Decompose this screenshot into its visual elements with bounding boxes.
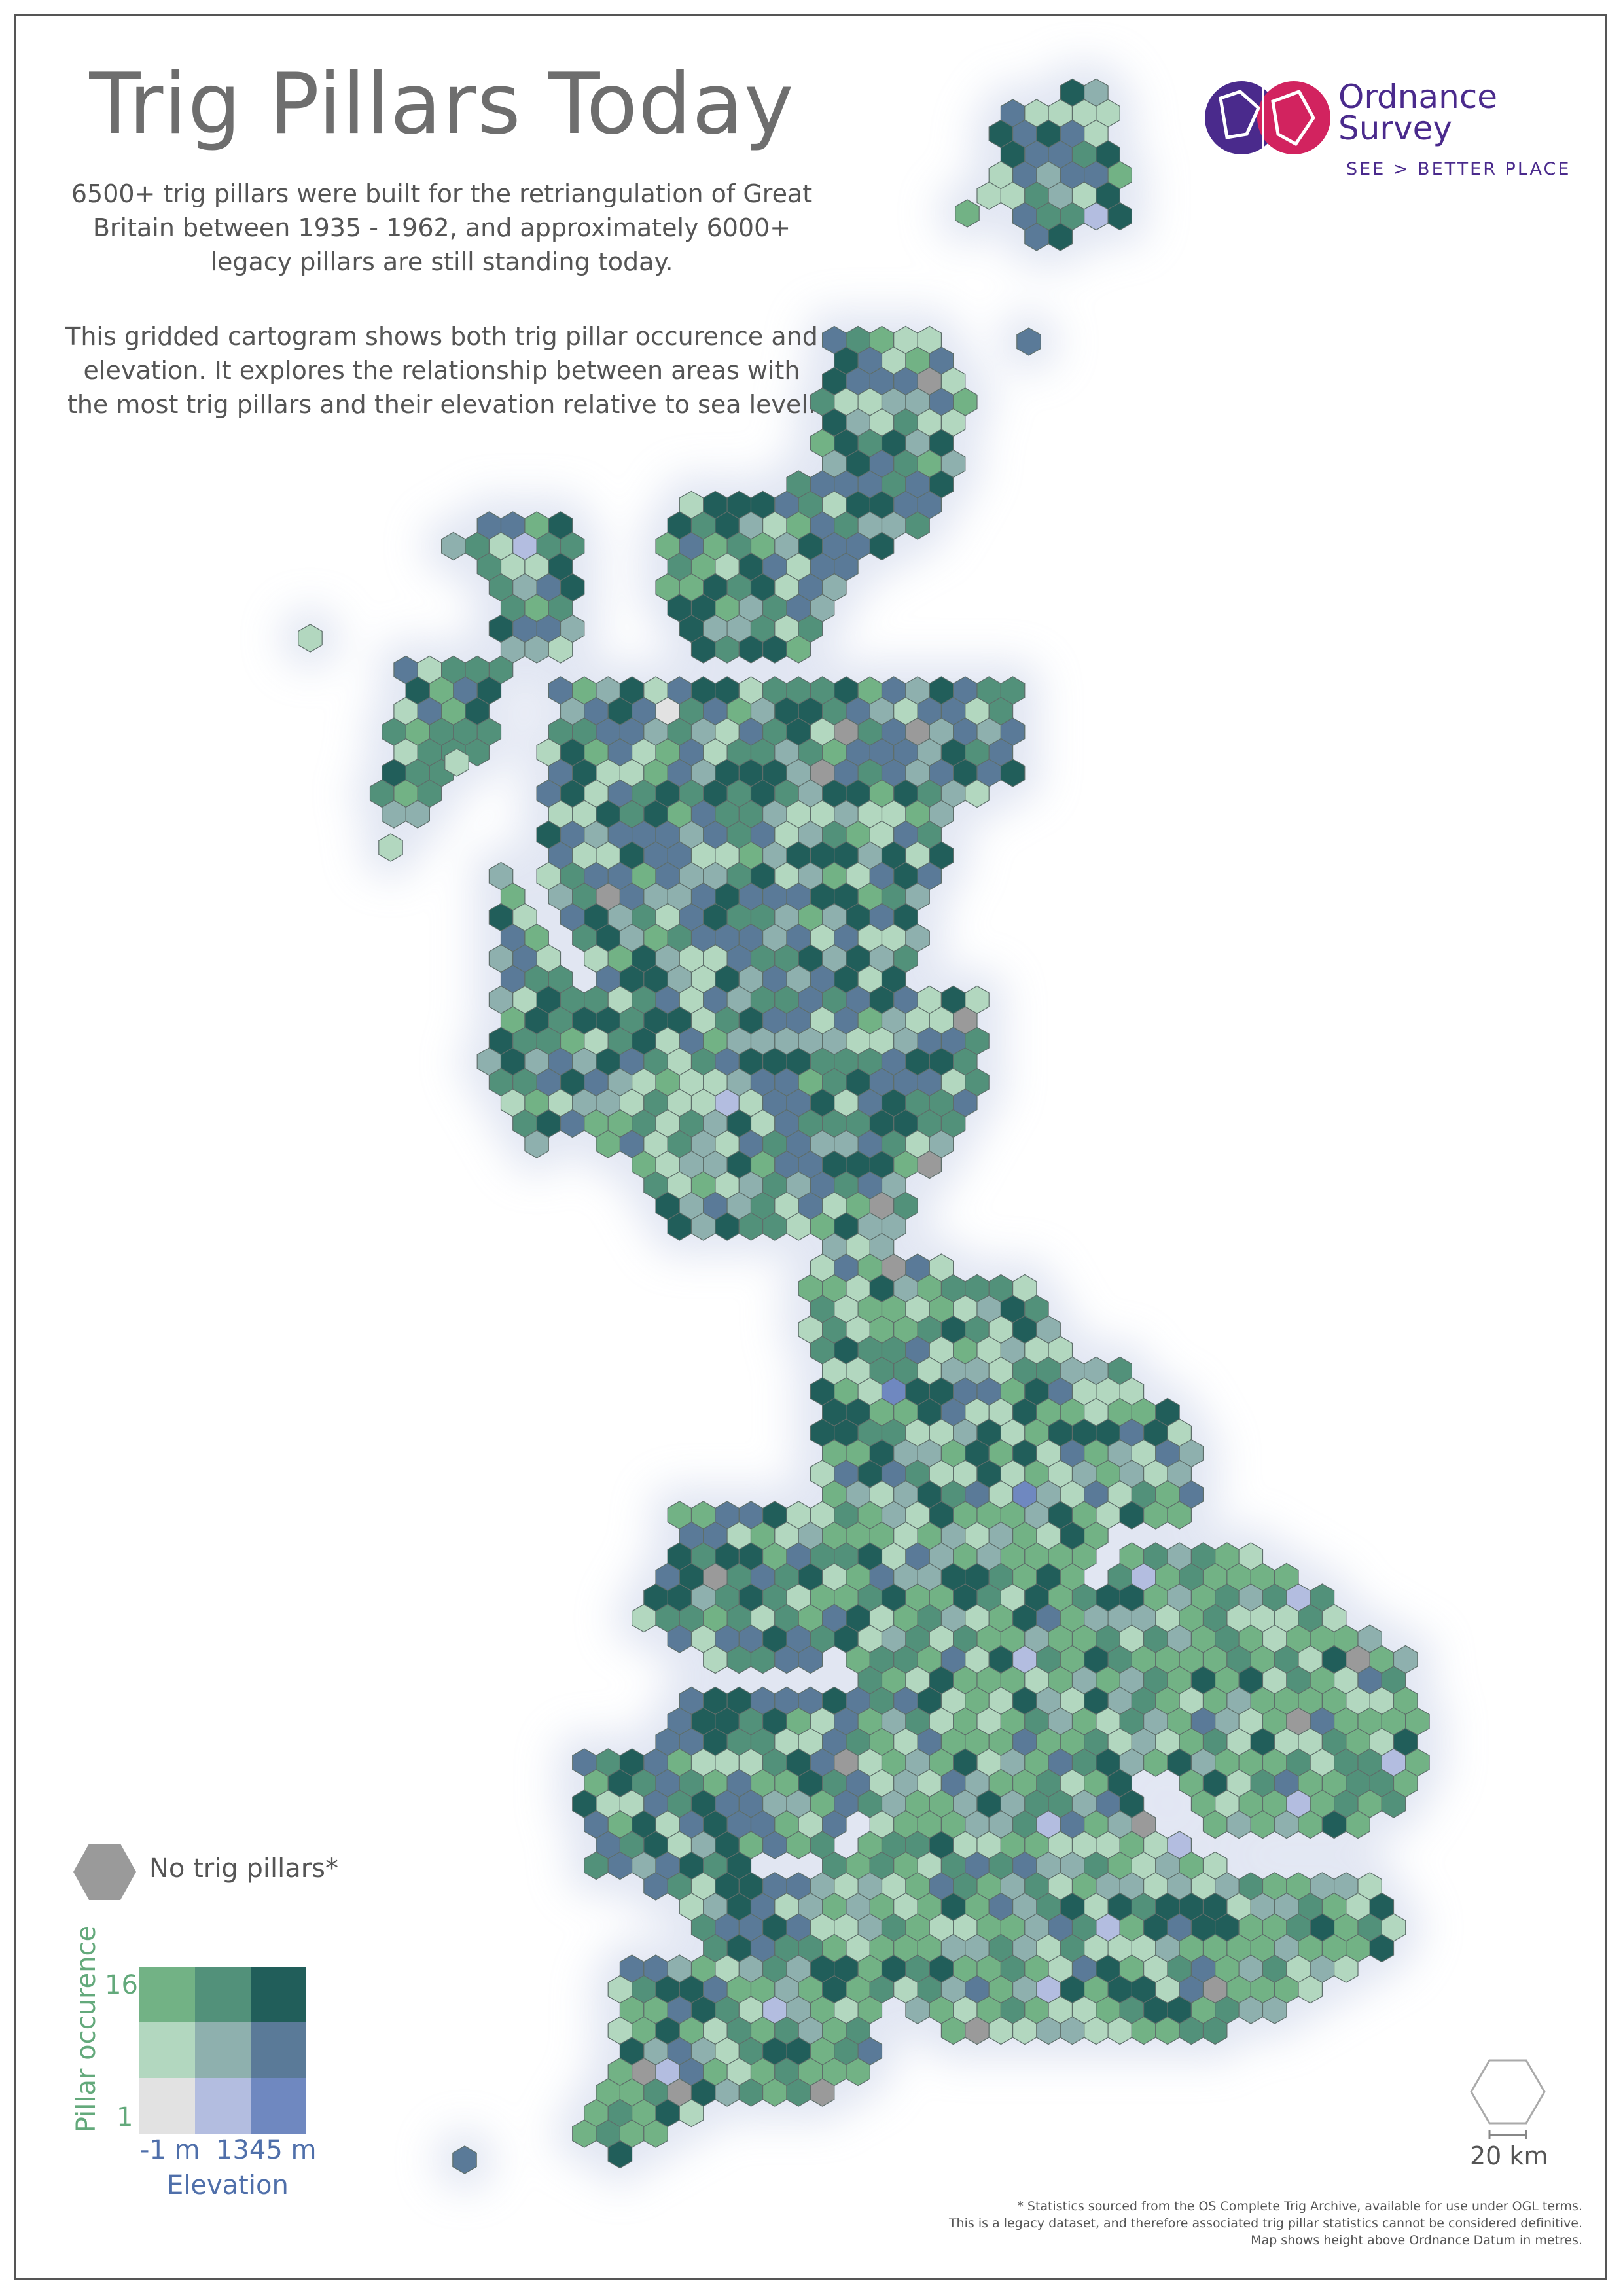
logo-name-line-1: Ordnance [1338, 78, 1498, 116]
hex-grid [298, 78, 1430, 2174]
map-hex-cell [679, 2098, 704, 2128]
legend-cell [251, 1967, 306, 2022]
map-hex-cell [1369, 1933, 1395, 1963]
map-hex-cell [917, 1150, 942, 1179]
scale-hex-icon [1470, 2059, 1546, 2139]
map-hex-cell [798, 1645, 823, 1674]
no-pillars-hex-icon [73, 1844, 136, 1900]
os-logo-icon [1205, 81, 1330, 154]
map-hex-cell [1298, 1975, 1323, 2004]
legend-x-axis-label: Elevation [167, 2170, 289, 2200]
footnote-line-1: * Statistics sourced from the OS Complet… [1017, 2199, 1582, 2214]
legend-cell [139, 2078, 195, 2134]
map-hex-cell [955, 199, 980, 228]
legend-y-max: 16 [105, 1970, 138, 2000]
logo-name-line-2: Survey [1338, 109, 1452, 147]
map-hex-cell [1048, 223, 1073, 251]
map-hex-cell [1262, 1996, 1287, 2024]
map-hex-cell [786, 635, 812, 664]
page-title: Trig Pillars Today [89, 56, 794, 153]
map-hex-cell [869, 531, 895, 561]
map-hex-cell [643, 2119, 668, 2148]
legend-cell [139, 1967, 195, 2022]
map-hex-cell [1333, 1954, 1359, 1983]
bivariate-legend-grid [139, 1967, 306, 2134]
map-hex-cell [452, 2145, 477, 2174]
legend-cell [195, 2022, 251, 2078]
legend-cell [251, 2022, 306, 2078]
map-hex-cell [810, 2078, 835, 2107]
intro-paragraph-2: This gridded cartogram shows both trig p… [65, 322, 818, 419]
map-hex-cell [444, 748, 469, 777]
map-hex-cell [548, 635, 573, 664]
intro-paragraph-1: 6500+ trig pillars were built for the re… [71, 179, 813, 276]
map-hex-cell [1381, 1789, 1406, 1818]
no-pillars-label: No trig pillars* [149, 1854, 338, 1884]
footnote-line-3: Map shows height above Ordnance Datum in… [1251, 2233, 1582, 2248]
legend-cell [251, 2078, 306, 2134]
map-hex-cell [965, 779, 990, 808]
footnote-line-2: This is a legacy dataset, and therefore … [948, 2216, 1582, 2231]
legend-y-axis-label: Pillar occurence [71, 1925, 101, 2133]
map-hex-cell [1107, 202, 1133, 231]
map-hex-cell [1000, 759, 1026, 787]
map-hex-cell [524, 1130, 549, 1158]
scale-bar-label: 20 km [1470, 2142, 1548, 2170]
map-hex-cell [846, 2057, 870, 2087]
map-hex-cell [298, 624, 323, 653]
legend-cell [195, 2078, 251, 2134]
ordnance-survey-logo: Ordnance Survey SEE > BETTER PLACE [1201, 72, 1569, 187]
map-hex-cell [905, 511, 930, 540]
map-hex-cell [1202, 2016, 1228, 2045]
map-hex-cell [607, 2140, 633, 2169]
map-hex-cell [1346, 1810, 1370, 1839]
logo-tagline: SEE > BETTER PLACE [1346, 159, 1571, 179]
legend-x-min: -1 m [140, 2135, 200, 2165]
legend-x-max: 1345 m [216, 2135, 317, 2165]
legend-y-min: 1 [116, 2102, 134, 2132]
map-hex-cell [1016, 327, 1041, 356]
legend-cell [139, 2022, 195, 2078]
legend-cell [195, 1967, 251, 2022]
map-hex-cell [405, 800, 431, 829]
map-hex-cell [1167, 1501, 1192, 1530]
map-hex-cell [378, 833, 403, 862]
